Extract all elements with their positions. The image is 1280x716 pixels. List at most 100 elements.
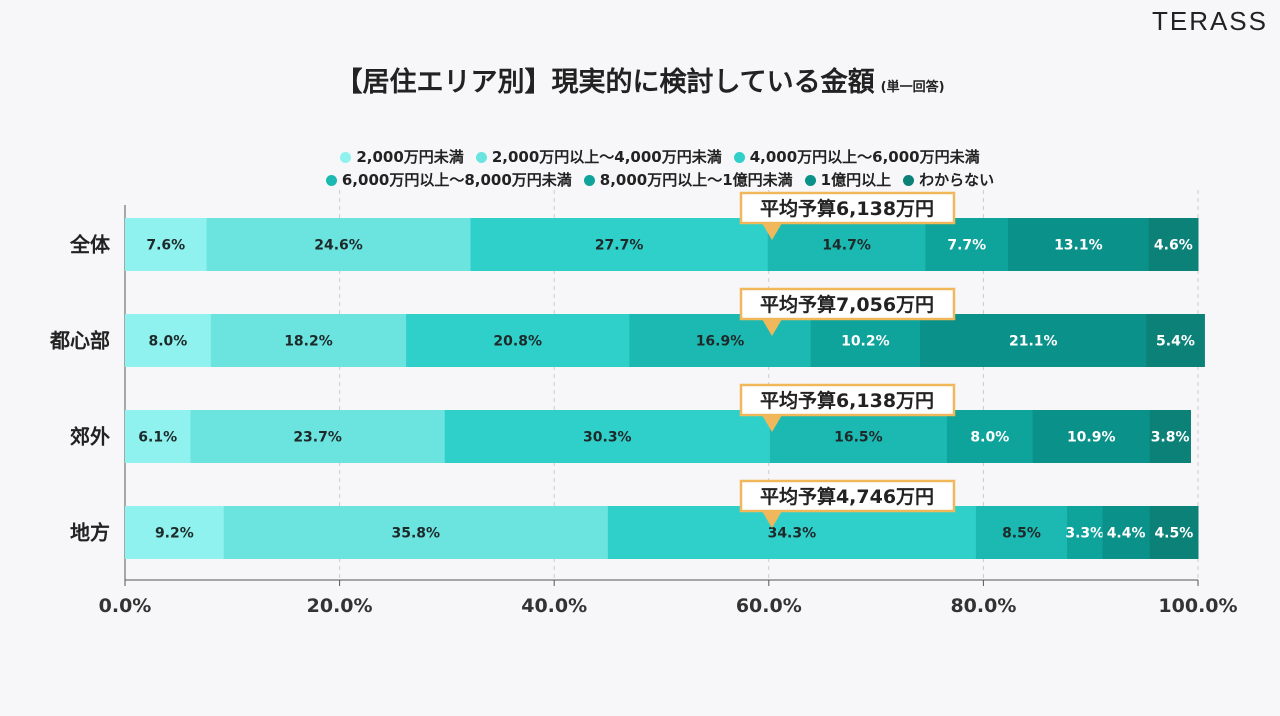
bar-segment — [767, 218, 926, 271]
average-budget-label: 平均予算6,138万円 — [760, 197, 934, 220]
chart-subtitle: (単一回答) — [880, 80, 945, 95]
data-label: 24.6% — [314, 238, 363, 254]
bar-segment — [1149, 410, 1191, 463]
bar-segment — [210, 314, 407, 367]
x-tick-label: 80.0% — [950, 595, 1016, 617]
data-label: 4.5% — [1154, 526, 1193, 542]
bar-segment — [975, 506, 1068, 559]
legend-marker — [733, 152, 745, 163]
category-label: 都心部 — [49, 329, 110, 353]
data-label: 35.8% — [391, 526, 440, 542]
data-label: 8.5% — [1002, 526, 1041, 542]
average-budget-label: 平均予算7,056万円 — [760, 293, 934, 316]
data-label: 8.0% — [970, 430, 1009, 446]
legend-item: わからない — [903, 169, 994, 192]
data-label: 4.6% — [1154, 238, 1193, 254]
bar-segment — [125, 506, 225, 559]
data-label: 21.1% — [1009, 334, 1058, 350]
bar-segment — [769, 410, 948, 463]
bar-segment — [125, 314, 212, 367]
bar-segment — [1149, 506, 1199, 559]
data-label: 3.3% — [1065, 526, 1104, 542]
data-label: 4.4% — [1107, 526, 1146, 542]
data-label: 3.8% — [1151, 430, 1190, 446]
callout-pointer — [762, 415, 782, 432]
x-tick-label: 0.0% — [99, 595, 152, 617]
data-label: 7.6% — [146, 238, 185, 254]
data-label: 27.7% — [595, 238, 644, 254]
data-label: 9.2% — [155, 526, 194, 542]
category-label: 郊外 — [70, 425, 110, 449]
legend-label: 8,000万円以上～1億円未満 — [599, 171, 793, 189]
average-budget-callout — [739, 383, 956, 417]
legend-item: 1億円以上 — [804, 169, 891, 192]
data-label: 10.2% — [841, 334, 890, 350]
bar-segment — [206, 218, 472, 271]
bar-segment — [925, 218, 1009, 271]
x-tick-label: 100.0% — [1158, 595, 1237, 617]
legend-label: 2,000万円未満 — [356, 148, 464, 166]
callout-pointer — [762, 223, 782, 240]
average-budget-callout — [739, 287, 956, 321]
bar-segment — [1146, 314, 1205, 367]
legend-label: 4,000万円以上～6,000万円未満 — [749, 148, 980, 166]
bar-segment — [607, 506, 977, 559]
average-budget-label: 平均予算4,746万円 — [760, 485, 934, 508]
legend-marker — [325, 175, 337, 186]
legend-item: 8,000万円以上～1億円未満 — [583, 169, 793, 192]
data-label: 34.3% — [768, 526, 817, 542]
bar-segment — [444, 410, 771, 463]
bar-segment — [125, 410, 191, 463]
average-budget-callout — [739, 191, 956, 225]
callout-pointer — [762, 319, 782, 336]
data-label: 20.8% — [493, 334, 542, 350]
legend-marker — [475, 152, 487, 163]
average-budget-callout — [739, 479, 956, 513]
legend-item: 2,000万円以上～4,000万円未満 — [475, 146, 722, 169]
data-label: 13.1% — [1054, 238, 1103, 254]
category-label: 地方 — [70, 521, 110, 545]
bar-segment — [920, 314, 1147, 367]
legend: 2,000万円未満 2,000万円以上～4,000万円未満 4,000万円以上～6,… — [160, 146, 1160, 192]
data-label: 5.4% — [1156, 334, 1195, 350]
category-label: 全体 — [69, 233, 111, 257]
bar-segment — [946, 410, 1034, 463]
data-label: 6.1% — [138, 430, 177, 446]
bar-segment — [125, 218, 208, 271]
data-label: 10.9% — [1067, 430, 1116, 446]
data-label: 23.7% — [293, 430, 342, 446]
legend-marker — [903, 175, 915, 186]
bar-segment — [1102, 506, 1151, 559]
bar-segment — [1008, 218, 1150, 271]
callout-pointer — [762, 511, 782, 528]
bar-segment — [190, 410, 446, 463]
data-label: 30.3% — [583, 430, 632, 446]
legend-marker — [340, 152, 352, 163]
data-label: 8.0% — [149, 334, 188, 350]
legend-item: 2,000万円未満 — [340, 146, 464, 169]
bar-segment — [810, 314, 921, 367]
x-tick-label: 20.0% — [307, 595, 373, 617]
data-label: 16.9% — [696, 334, 745, 350]
bar-segment — [1032, 410, 1151, 463]
bar-segment — [629, 314, 812, 367]
x-tick-label: 40.0% — [521, 595, 587, 617]
data-label: 16.5% — [834, 430, 883, 446]
legend-marker — [583, 175, 595, 186]
data-label: 7.7% — [947, 238, 986, 254]
x-tick-label: 60.0% — [736, 595, 802, 617]
terass-logo: TERASS — [1151, 6, 1268, 36]
bar-segment — [470, 218, 769, 271]
legend-item: 6,000万円以上～8,000万円未満 — [325, 169, 572, 192]
legend-item: 4,000万円以上～6,000万円未満 — [733, 146, 980, 169]
bar-segment — [1067, 506, 1104, 559]
legend-label: 2,000万円以上～4,000万円未満 — [491, 148, 722, 166]
data-label: 14.7% — [822, 238, 871, 254]
chart-title: 【居住エリア別】現実的に検討している金額 (単一回答) — [0, 60, 1280, 99]
legend-label: 6,000万円以上～8,000万円未満 — [341, 171, 572, 189]
legend-marker — [804, 175, 816, 186]
bar-segment — [223, 506, 609, 559]
average-budget-label: 平均予算6,138万円 — [760, 389, 934, 412]
data-label: 18.2% — [284, 334, 333, 350]
